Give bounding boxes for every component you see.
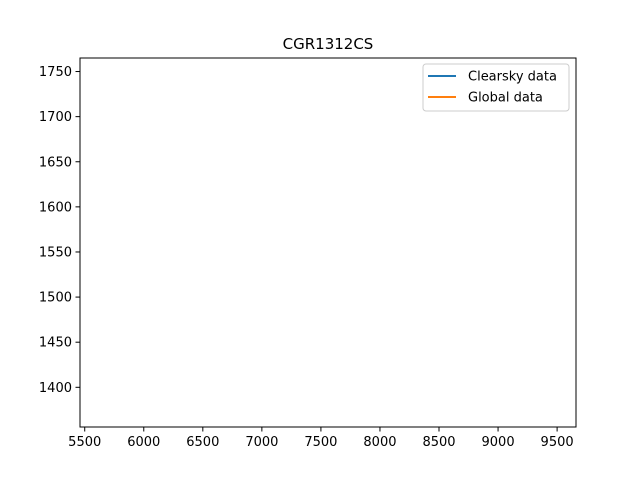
x-tick-label: 8000 [363,435,396,450]
x-tick-label: 6000 [127,435,160,450]
x-tick-label: 7000 [245,435,278,450]
x-tick-label: 9500 [541,435,574,450]
y-tick-label: 1700 [39,110,72,125]
legend-label-clearsky: Clearsky data [468,70,557,85]
chart-title: CGR1312CS [283,35,374,53]
y-tick-label: 1650 [39,155,72,170]
x-axis-ticks: 5500 6000 6500 7000 7500 8000 8500 9000 9500 [68,427,574,450]
y-tick-label: 1400 [39,381,72,396]
x-tick-label: 6500 [186,435,219,450]
legend: Clearsky data Global data [422,63,570,112]
plot-area [80,58,576,427]
y-tick-label: 1600 [39,200,72,215]
legend-label-global: Global data [468,91,543,106]
x-tick-label: 7500 [304,435,337,450]
y-tick-label: 1550 [39,245,72,260]
axes-frame [79,57,577,428]
y-axis-ticks: 1400 1450 1500 1550 1600 1650 1700 1750 [39,65,80,396]
y-tick-label: 1500 [39,291,72,306]
x-tick-label: 5500 [68,435,101,450]
y-tick-label: 1750 [39,65,72,80]
x-tick-label: 9000 [482,435,515,450]
x-tick-label: 8500 [422,435,455,450]
legend-box [422,63,570,112]
y-tick-label: 1450 [39,336,72,351]
